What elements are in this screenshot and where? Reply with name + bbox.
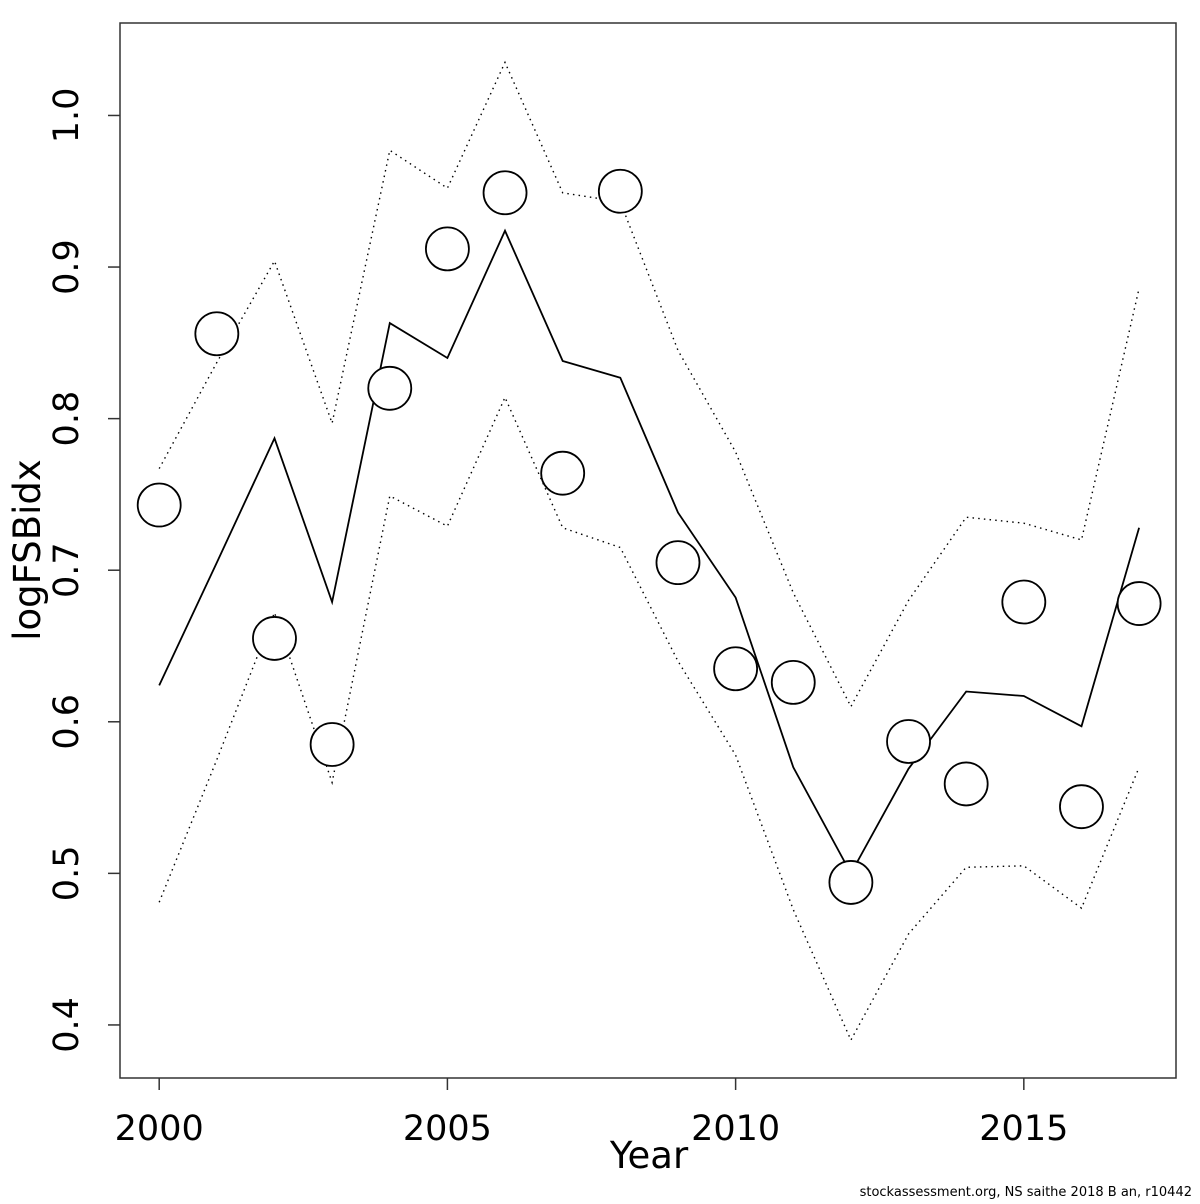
y-axis-ticks: 0.4 0.5 0.6 0.7 0.8 0.9 1.0	[47, 88, 120, 1053]
observation-point	[367, 365, 413, 411]
x-tick-label: 2000	[115, 1109, 204, 1149]
y-tick-label: 0.9	[47, 239, 87, 295]
observation-point	[597, 168, 643, 214]
observation-point	[1059, 784, 1104, 830]
y-tick-label: 1.0	[47, 88, 87, 144]
observation-point	[136, 482, 182, 528]
data-series	[136, 60, 1162, 1042]
observation-point	[770, 659, 816, 705]
x-tick-label: 2005	[403, 1109, 492, 1149]
x-axis-ticks: 2000 2005 2010 2015	[115, 1078, 1068, 1149]
x-tick-label: 2015	[979, 1109, 1068, 1149]
y-tick-label: 0.6	[47, 694, 87, 750]
observation-point	[309, 722, 355, 767]
observation-point	[540, 450, 586, 496]
plot-box	[119, 22, 1177, 1079]
x-axis-title: Year	[609, 1134, 689, 1177]
observation-point	[943, 761, 989, 807]
observation-point	[828, 860, 874, 905]
y-tick-label: 0.4	[47, 997, 87, 1053]
y-tick-label: 0.8	[47, 391, 87, 447]
observation-point	[425, 226, 470, 272]
observation-point	[194, 311, 240, 357]
observation-point	[1116, 581, 1162, 626]
x-tick-label: 2010	[691, 1109, 780, 1149]
y-axis-title: logFSBidx	[6, 459, 49, 641]
y-tick-label: 0.7	[47, 542, 87, 598]
fitted-line	[158, 228, 1140, 876]
y-tick-label: 0.5	[47, 846, 87, 902]
observation-point	[252, 616, 297, 661]
observation-point	[655, 540, 701, 586]
observation-point	[1001, 579, 1047, 625]
lower-confidence-band-line	[158, 395, 1140, 1042]
observation-point	[482, 170, 528, 216]
caption: stockassessment.org, NS saithe 2018 B an…	[860, 1185, 1192, 1200]
upper-confidence-band-line	[158, 60, 1140, 709]
observation-point	[886, 719, 931, 764]
observation-point	[713, 646, 759, 692]
